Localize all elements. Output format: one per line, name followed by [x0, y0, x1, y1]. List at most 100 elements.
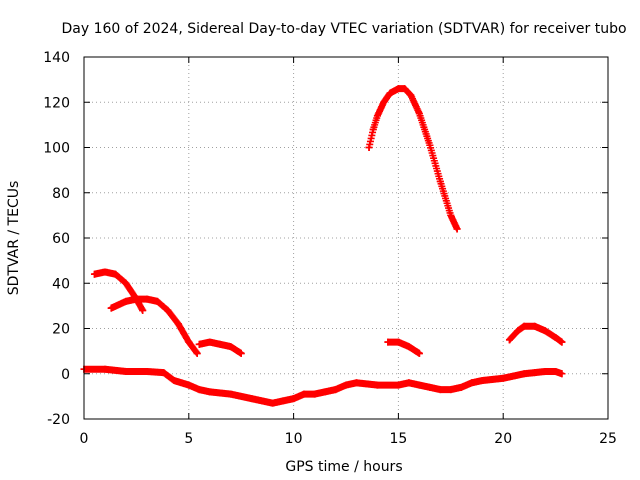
- data-point: [447, 211, 455, 219]
- data-point: [541, 327, 549, 335]
- data-point: [552, 334, 560, 342]
- data-point: [436, 386, 444, 394]
- data-point: [237, 349, 245, 357]
- data-point: [321, 388, 329, 396]
- data-marker-trace: [80, 365, 566, 407]
- data-point: [401, 85, 409, 93]
- series-arc-2: [107, 295, 201, 357]
- data-point: [386, 89, 394, 97]
- data-point: [279, 397, 287, 405]
- y-tick-label: 60: [52, 231, 70, 247]
- chart-title: Day 160 of 2024, Sidereal Day-to-day VTE…: [61, 21, 626, 37]
- data-point: [227, 390, 235, 398]
- data-point: [311, 390, 319, 398]
- data-point: [558, 338, 566, 346]
- data-point: [143, 295, 151, 303]
- x-tick-label: 5: [184, 431, 193, 447]
- y-tick-label: 140: [43, 50, 70, 66]
- data-point: [174, 320, 182, 328]
- data-point: [558, 370, 566, 378]
- data-point: [394, 85, 402, 93]
- data-point: [101, 268, 109, 276]
- data-point: [101, 365, 109, 373]
- data-point: [107, 304, 115, 312]
- data-point: [457, 383, 465, 391]
- x-axis-label: GPS time / hours: [285, 459, 402, 475]
- axis-ticks: 0 5 10 15 20 25 -20 0 20 40 60 80 100 120 140: [43, 50, 617, 447]
- data-point: [193, 349, 201, 357]
- data-point: [185, 381, 193, 389]
- data-point: [505, 336, 513, 344]
- data-point: [369, 125, 377, 133]
- data-point: [206, 388, 214, 396]
- data-point: [380, 98, 388, 106]
- data-point: [342, 381, 350, 389]
- data-point: [206, 338, 214, 346]
- series-arc-6: [505, 322, 566, 346]
- x-tick-label: 15: [389, 431, 407, 447]
- y-tick-label: 120: [43, 95, 70, 111]
- data-marker-trace: [365, 85, 461, 233]
- y-tick-label: 80: [52, 186, 70, 202]
- y-tick-label: 0: [61, 367, 70, 383]
- data-point: [531, 369, 539, 377]
- data-point: [436, 177, 444, 185]
- data-point: [453, 225, 461, 233]
- data-point: [122, 297, 130, 305]
- data-point: [365, 144, 373, 151]
- data-marker-trace: [107, 295, 201, 357]
- data-point: [531, 322, 539, 330]
- data-point: [185, 338, 193, 346]
- data-point: [394, 381, 402, 389]
- data-point: [373, 112, 381, 120]
- y-tick-label: -20: [47, 412, 70, 428]
- grid-lines: [84, 57, 608, 419]
- data-point: [426, 383, 434, 391]
- data-point: [248, 395, 256, 403]
- data-point: [153, 297, 161, 305]
- data-point: [541, 367, 549, 375]
- y-tick-label: 40: [52, 276, 70, 292]
- data-point: [195, 340, 203, 348]
- data-point: [394, 338, 402, 346]
- data-point: [269, 399, 277, 407]
- data-point: [160, 369, 168, 377]
- data-point: [122, 279, 130, 287]
- data-point: [520, 370, 528, 378]
- data-point: [415, 349, 423, 357]
- series-arc-3: [195, 338, 245, 357]
- data-point: [195, 386, 203, 394]
- data-point: [227, 343, 235, 351]
- x-tick-label: 20: [494, 431, 512, 447]
- data-point: [122, 367, 130, 375]
- data-point: [111, 270, 119, 278]
- series-arc-4: [365, 85, 461, 233]
- data-point: [164, 306, 172, 314]
- data-point: [143, 367, 151, 375]
- data-point: [552, 367, 560, 375]
- data-point: [132, 295, 140, 303]
- x-tick-label: 25: [599, 431, 617, 447]
- data-point: [139, 306, 147, 314]
- data-point: [216, 340, 224, 348]
- x-tick-label: 0: [80, 431, 89, 447]
- data-point: [90, 270, 98, 278]
- x-tick-label: 10: [285, 431, 303, 447]
- data-series: [80, 85, 566, 407]
- data-point: [300, 390, 308, 398]
- data-point: [170, 377, 178, 385]
- data-point: [405, 343, 413, 351]
- data-point: [405, 379, 413, 387]
- data-point: [352, 379, 360, 387]
- data-point: [407, 91, 415, 99]
- data-point: [478, 377, 486, 385]
- data-point: [426, 141, 434, 149]
- data-point: [332, 386, 340, 394]
- data-point: [384, 338, 392, 346]
- y-tick-label: 100: [43, 141, 70, 157]
- data-point: [468, 379, 476, 387]
- y-tick-label: 20: [52, 322, 70, 338]
- data-point: [373, 381, 381, 389]
- plot-frame: [83, 56, 609, 420]
